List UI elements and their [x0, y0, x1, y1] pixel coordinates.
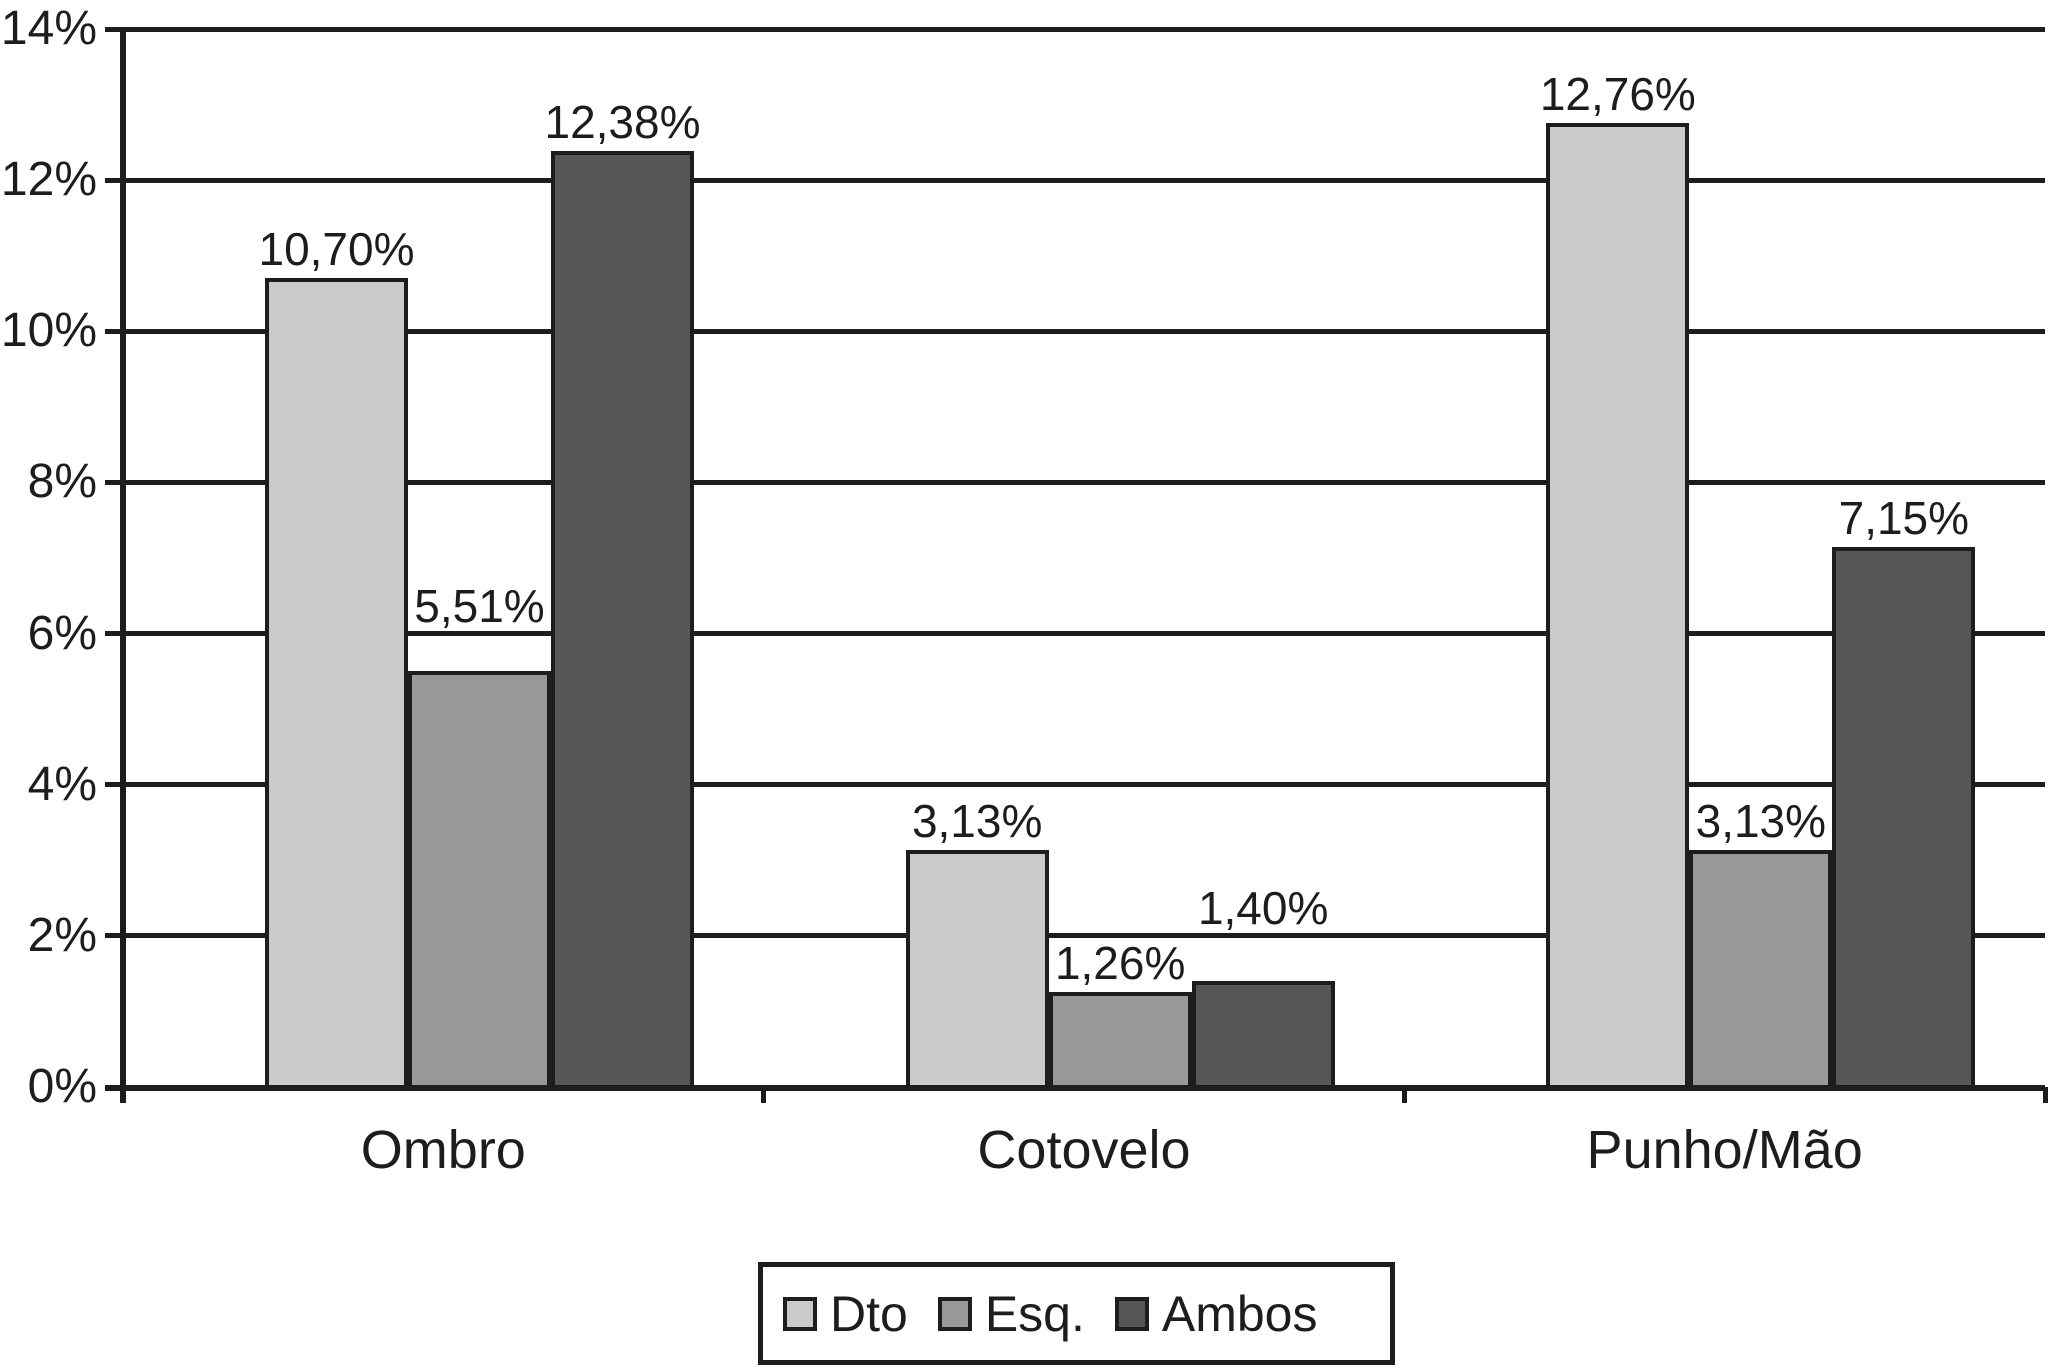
x-axis-tick-3	[2042, 1087, 2048, 1103]
gridline-2pct	[123, 933, 2045, 939]
x-axis-tick-0	[120, 1087, 126, 1103]
bar-value-label: 1,26%	[1054, 936, 1186, 989]
bar-value-label: 7,15%	[1838, 491, 1970, 544]
y-axis-tick-label: 8%	[27, 455, 97, 509]
bar-punho-m-o-1	[1689, 850, 1833, 1090]
y-axis-tick-label: 10%	[0, 304, 97, 358]
bar-ombro-1	[408, 670, 551, 1090]
x-axis-line	[105, 1085, 2045, 1091]
y-axis-tick-label: 14%	[0, 2, 97, 55]
legend-label-ambos: Ambos	[1161, 1285, 1318, 1342]
y-axis-tick-label: 0%	[27, 1060, 97, 1113]
bar-cotovelo-0	[905, 850, 1049, 1090]
bar-value-label: 3,13%	[911, 795, 1043, 848]
gridline-14pct	[123, 26, 2045, 32]
legend-swatch-esq	[937, 1296, 972, 1331]
y-axis-tick-10pct	[105, 328, 123, 334]
bar-punho-m-o-0	[1546, 122, 1690, 1090]
legend-item-dto: Dto	[783, 1288, 908, 1340]
y-axis-line	[120, 27, 126, 1103]
bar-cotovelo-2	[1191, 981, 1335, 1090]
bar-cotovelo-1	[1048, 991, 1192, 1090]
bar-ombro-2	[551, 151, 694, 1090]
gridline-10pct	[123, 328, 2045, 334]
bar-value-label: 3,13%	[1695, 795, 1827, 848]
y-axis-tick-label: 6%	[27, 606, 97, 660]
x-axis-tick-2	[1401, 1087, 1407, 1103]
y-axis-tick-14pct	[105, 26, 123, 32]
bar-ombro-0	[265, 278, 408, 1090]
legend-item-ambos: Ambos	[1114, 1285, 1318, 1342]
bar-value-label: 10,70%	[258, 223, 415, 276]
legend-label-dto: Dto	[830, 1285, 908, 1342]
y-axis-tick-label: 12%	[0, 153, 97, 207]
bar-value-label: 12,38%	[544, 96, 701, 149]
y-axis-tick-6pct	[105, 631, 123, 637]
bar-value-label: 5,51%	[414, 579, 545, 632]
legend: Dto Esq. Ambos	[758, 1262, 1395, 1365]
y-axis-tick-label: 2%	[27, 908, 97, 962]
x-category-label-1: Ombro	[360, 1120, 526, 1180]
y-axis-tick-12pct	[105, 177, 123, 183]
x-axis-tick-1	[761, 1087, 767, 1103]
y-axis-tick-4pct	[105, 782, 123, 788]
bar-value-label: 12,76%	[1539, 67, 1696, 120]
y-axis-tick-2pct	[105, 933, 123, 939]
legend-swatch-ambos	[1114, 1296, 1149, 1331]
gridline-4pct	[123, 782, 2045, 788]
legend-swatch-dto	[783, 1296, 817, 1331]
legend-label-esq: Esq.	[984, 1285, 1085, 1342]
y-axis-tick-label: 4%	[27, 757, 97, 811]
bar-value-label: 1,40%	[1197, 881, 1329, 934]
x-category-label-3: Punho/Mão	[1586, 1120, 1863, 1180]
gridline-6pct	[123, 631, 2045, 637]
gridline-12pct	[123, 177, 2045, 183]
bar-punho-m-o-2	[1832, 546, 1976, 1090]
legend-item-esq: Esq.	[937, 1285, 1085, 1342]
gridline-8pct	[123, 479, 2045, 485]
x-category-label-2: Cotovelo	[977, 1120, 1191, 1180]
y-axis-tick-8pct	[105, 479, 123, 485]
